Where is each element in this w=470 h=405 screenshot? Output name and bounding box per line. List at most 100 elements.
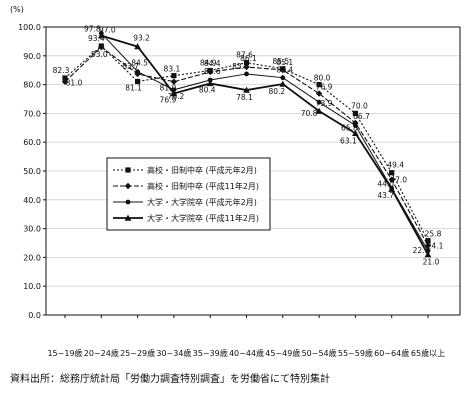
data-labels: 82.3 93.4 81.1 83.1 84.9 87.6 85.5 80.0 70.0 49.4… — [53, 24, 444, 266]
x-tick-label: 35~39歳 — [193, 348, 228, 358]
data-label: 81.6 — [204, 67, 221, 76]
data-point — [352, 110, 358, 116]
data-label: 83.7 — [122, 62, 139, 71]
x-tick-labels: 15~19歳 20~24歳 25~29歳 30~34歳 35~39歳 40~44歳 45~4… — [47, 348, 445, 358]
data-label: 70.8 — [301, 109, 318, 118]
legend-label: 大学・大学院卒 (平成11年2月) — [147, 213, 259, 223]
series-4 — [97, 32, 432, 258]
data-point — [353, 123, 358, 128]
data-point — [170, 78, 178, 85]
data-label: 65.8 — [341, 123, 358, 132]
y-axis-unit-label: (%) — [10, 5, 24, 14]
data-point — [316, 99, 322, 105]
data-label: 93.4 — [88, 34, 105, 43]
legend: 高校・旧制中卒 (平成元年2月) 高校・旧制中卒 (平成11年2月) 大学・大学院卒… — [106, 157, 271, 231]
y-tick-label: 10.0 — [23, 282, 41, 291]
legend-label: 高校・旧制中卒 (平成11年2月) — [147, 181, 259, 191]
data-label: 97.0 — [99, 26, 116, 35]
data-point — [98, 43, 105, 51]
series-line — [100, 32, 429, 252]
data-point — [207, 77, 213, 83]
data-label: 25.8 — [425, 230, 442, 239]
data-label: 85.5 — [272, 57, 289, 66]
series-1 — [62, 43, 431, 244]
data-label: 63.1 — [340, 136, 357, 145]
data-point — [135, 69, 141, 75]
data-label: 78.2 — [168, 92, 185, 101]
series-3 — [98, 30, 431, 254]
data-label: 84.5 — [131, 59, 148, 68]
data-label: 81.1 — [125, 83, 142, 92]
data-point — [388, 185, 396, 192]
data-point — [279, 80, 287, 87]
x-tick-label: 50~54歳 — [302, 348, 337, 358]
data-label: 87.6 — [236, 51, 253, 60]
y-tick-label: 30.0 — [23, 225, 41, 234]
y-tick-label: 70.0 — [23, 109, 41, 118]
data-label: 76.9 — [316, 83, 333, 92]
series-layer — [61, 30, 432, 258]
y-tick-label: 40.0 — [23, 196, 41, 205]
y-tick-label: 80.0 — [23, 81, 41, 90]
data-label: 66.7 — [353, 112, 370, 121]
data-point — [62, 75, 68, 81]
legend-item: 大学・大学院卒 (平成元年2月) — [113, 197, 257, 207]
plot-frame — [45, 26, 461, 316]
x-tick-label: 25~29歳 — [120, 348, 155, 358]
data-point — [243, 60, 250, 66]
data-label: 47.0 — [390, 176, 407, 185]
data-label: 21.0 — [423, 258, 440, 267]
legend-label: 大学・大学院卒 (平成元年2月) — [147, 197, 257, 207]
data-point — [424, 251, 432, 258]
data-label: 83.7 — [232, 62, 249, 71]
data-point — [425, 238, 431, 244]
y-tick-label: 50.0 — [23, 167, 41, 176]
data-label: 44.0 — [377, 179, 394, 188]
data-point — [61, 78, 69, 85]
series-2 — [61, 43, 432, 249]
data-label: 80.4 — [199, 85, 216, 94]
series-line — [101, 34, 429, 255]
data-point — [135, 78, 141, 85]
data-label: 93.0 — [91, 50, 108, 59]
source-note: 資料出所：総務庁統計局「労働力調査特別調査」を労働省にて特別集計 — [10, 374, 330, 385]
data-label: 93.2 — [133, 34, 150, 43]
x-tick-label: 15~19歳 — [47, 348, 82, 358]
data-label: 83.1 — [164, 65, 181, 74]
data-point — [206, 80, 214, 87]
data-point — [243, 63, 250, 71]
data-point — [124, 214, 132, 221]
data-point — [170, 90, 178, 97]
data-point — [125, 167, 131, 173]
data-point — [124, 182, 132, 190]
x-tick-label: 40~44歳 — [229, 348, 264, 358]
data-label: 24.1 — [427, 242, 444, 251]
x-tick-label: 65歳以上 — [411, 348, 445, 358]
legend-item: 大学・大学院卒 (平成11年2月) — [113, 213, 259, 223]
x-tick-label: 20~24歳 — [84, 348, 119, 358]
data-point — [388, 176, 395, 183]
data-point — [97, 32, 105, 39]
data-point — [352, 129, 359, 136]
y-tick-label: 90.0 — [23, 52, 41, 61]
y-tick-label: 60.0 — [23, 138, 41, 147]
x-tick-label: 60~64歳 — [374, 348, 409, 358]
data-point — [315, 90, 323, 97]
data-label: 49.4 — [387, 161, 404, 170]
x-tick-label: 45~49歳 — [265, 348, 300, 358]
data-label: 78.1 — [236, 93, 253, 102]
data-label: 86.1 — [240, 54, 257, 63]
y-tick-label: 0.0 — [28, 311, 41, 320]
data-label: 22.3 — [413, 246, 430, 255]
data-label: 70.0 — [351, 101, 368, 110]
data-point — [171, 73, 177, 79]
data-point — [316, 82, 322, 88]
data-label: 97.8 — [84, 24, 101, 33]
data-point — [315, 107, 323, 114]
data-label: 82.3 — [53, 66, 70, 75]
data-label: 81.0 — [160, 84, 177, 93]
data-label: 80.0 — [314, 74, 331, 83]
data-point — [280, 75, 286, 81]
legend-item: 高校・旧制中卒 (平成元年2月) — [113, 165, 257, 175]
